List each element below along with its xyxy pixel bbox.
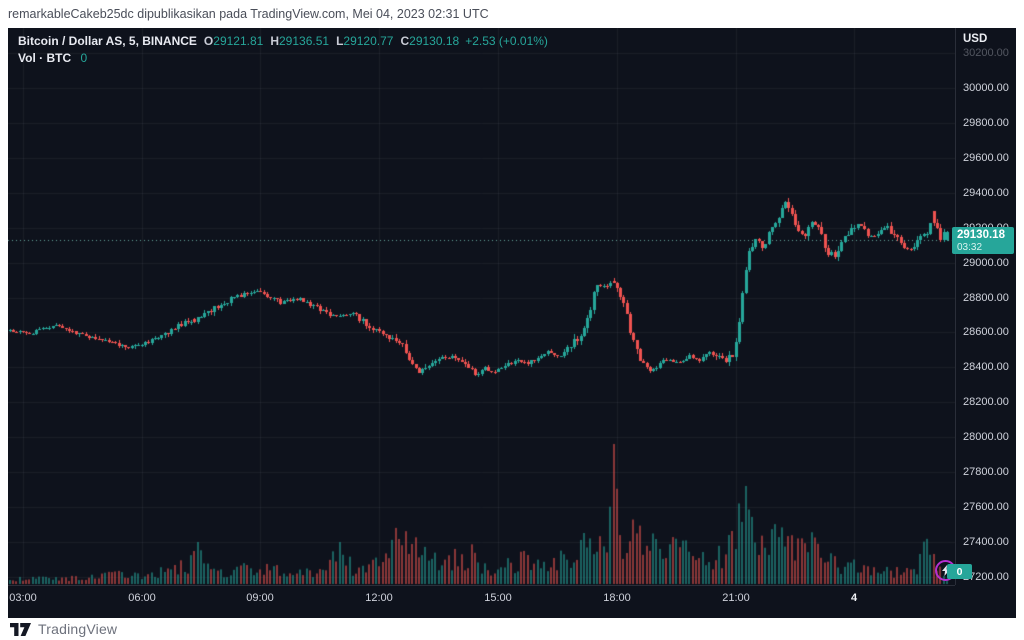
price-tick-label: 28600.00	[963, 326, 1009, 339]
high-value: 29136.51	[279, 34, 330, 48]
volume-current-value: 0	[80, 51, 88, 65]
time-tick-label: 12:00	[365, 592, 393, 604]
low-label: L	[336, 34, 344, 48]
price-axis[interactable]: USD 30200.00 30000.00 29800.00 29600.00 2940…	[955, 28, 1016, 585]
high-label: H	[270, 34, 279, 48]
open-label: O	[203, 34, 214, 48]
time-tick-label: 03:00	[9, 592, 37, 604]
price-chart-canvas[interactable]	[8, 28, 955, 585]
time-tick-label: 06:00	[128, 592, 156, 604]
close-label: C	[400, 34, 410, 48]
change-value: +2.53 (+0.01%)	[465, 34, 548, 48]
chart-panel: Bitcoin / Dollar AS, 5, BINANCE O29121.81…	[8, 28, 1016, 618]
volume-label: Vol · BTC	[18, 51, 72, 65]
attribution-bar: remarkableCakeb25dc dipublikasikan pada …	[0, 0, 1024, 28]
price-tick-label: 28800.00	[963, 291, 1009, 304]
price-tick-label: 29800.00	[963, 116, 1009, 129]
price-tick-label: 29400.00	[963, 186, 1009, 199]
currency-label: USD	[963, 33, 988, 45]
time-tick-label: 09:00	[246, 592, 274, 604]
time-tick-label: 21:00	[722, 592, 750, 604]
price-tick-label: 30200.00	[963, 47, 1009, 59]
price-tick-label: 29600.00	[963, 151, 1009, 164]
time-tick-label: 15:00	[484, 592, 512, 604]
volume-axis-badge: 0	[947, 564, 972, 579]
tradingview-logo[interactable]	[10, 622, 31, 636]
time-tick-label: 4	[850, 592, 858, 604]
legend-row-symbol: Bitcoin / Dollar AS, 5, BINANCE O29121.81…	[18, 33, 548, 49]
low-value: 29120.77	[343, 34, 394, 48]
price-tick-label: 27400.00	[963, 536, 1009, 549]
last-price-badge: 29130.18 03:32	[952, 226, 1014, 254]
price-tick-label: 28400.00	[963, 361, 1009, 374]
close-value: 29130.18	[409, 34, 460, 48]
price-tick-label: 30000.00	[963, 81, 1009, 94]
brand-name[interactable]: TradingView	[38, 621, 118, 637]
price-tick-label: 28000.00	[963, 431, 1009, 444]
bar-countdown: 03:32	[957, 241, 983, 253]
time-tick-label: 18:00	[603, 592, 631, 604]
time-axis[interactable]: 03:00 06:00 09:00 12:00 15:00 18:00 21:00 4	[8, 585, 955, 618]
legend-row-volume: Vol · BTC 0	[18, 50, 548, 66]
footer-bar: TradingView	[0, 618, 1024, 640]
price-tick-label: 27600.00	[963, 501, 1009, 514]
attribution-text: remarkableCakeb25dc dipublikasikan pada …	[8, 7, 489, 21]
symbol-title[interactable]: Bitcoin / Dollar AS, 5, BINANCE	[18, 34, 197, 48]
lightning-bolt-icon	[941, 565, 950, 576]
price-tick-label: 27800.00	[963, 466, 1009, 479]
last-price-value: 29130.18	[957, 228, 1005, 241]
chart-legend: Bitcoin / Dollar AS, 5, BINANCE O29121.81…	[18, 33, 548, 66]
price-tick-label: 27200.00	[963, 571, 1009, 583]
price-tick-label: 29000.00	[963, 256, 1009, 269]
open-value: 29121.81	[213, 34, 264, 48]
price-tick-label: 28200.00	[963, 396, 1009, 409]
